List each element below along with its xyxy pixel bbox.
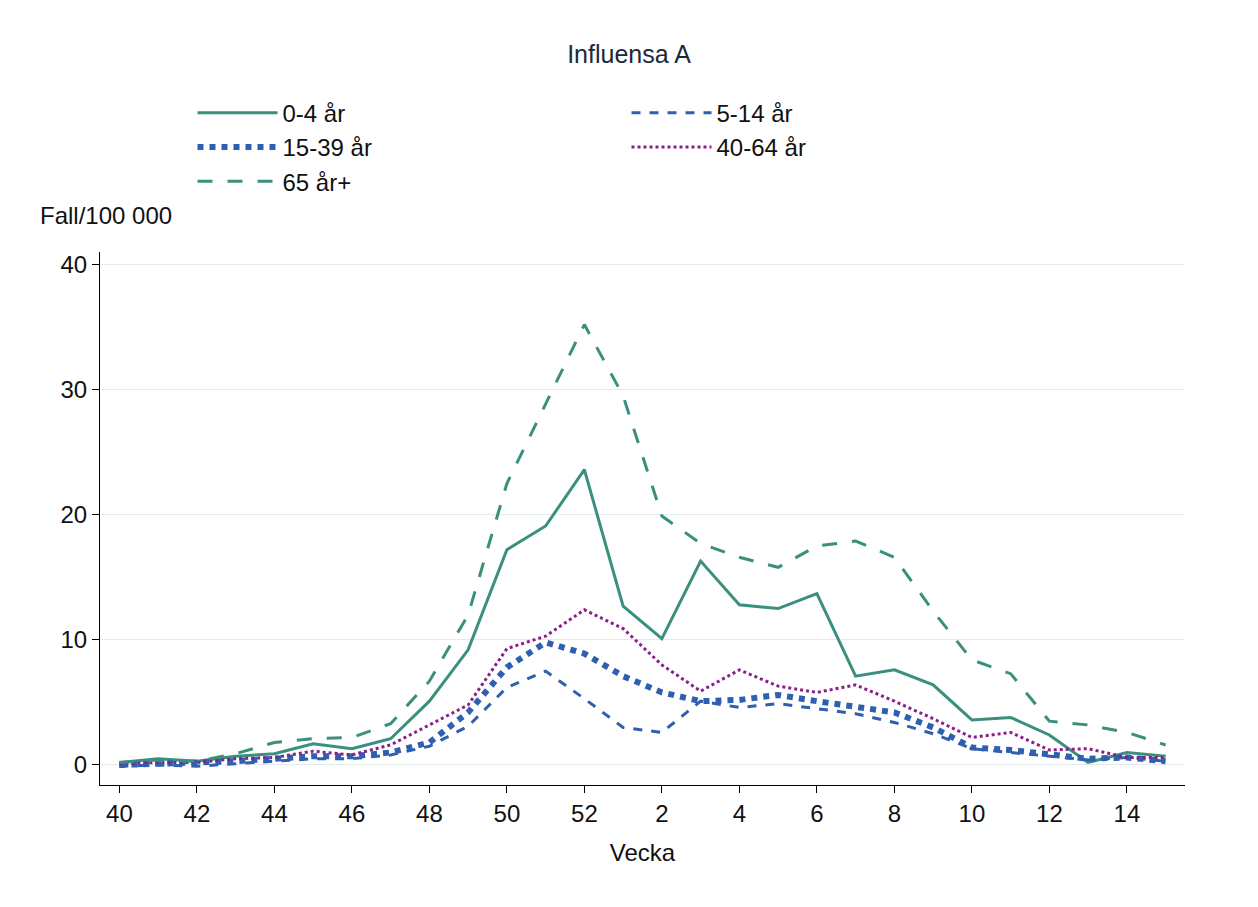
- svg-text:0: 0: [74, 751, 87, 778]
- svg-text:40: 40: [60, 251, 87, 278]
- svg-text:52: 52: [571, 800, 598, 827]
- svg-text:65 år+: 65 år+: [283, 169, 352, 196]
- svg-text:15-39 år: 15-39 år: [283, 134, 372, 161]
- svg-text:6: 6: [810, 800, 823, 827]
- svg-text:44: 44: [261, 800, 288, 827]
- svg-text:40: 40: [106, 800, 133, 827]
- svg-text:40-64 år: 40-64 år: [717, 134, 806, 161]
- svg-text:42: 42: [184, 800, 211, 827]
- svg-text:4: 4: [733, 800, 746, 827]
- svg-text:10: 10: [60, 626, 87, 653]
- svg-text:50: 50: [494, 800, 521, 827]
- svg-text:Influensa A: Influensa A: [567, 40, 691, 68]
- svg-text:5-14 år: 5-14 år: [717, 100, 793, 127]
- svg-text:0-4 år: 0-4 år: [283, 100, 346, 127]
- svg-text:20: 20: [60, 501, 87, 528]
- svg-text:30: 30: [60, 376, 87, 403]
- svg-text:12: 12: [1036, 800, 1063, 827]
- svg-text:8: 8: [888, 800, 901, 827]
- svg-text:14: 14: [1114, 800, 1141, 827]
- svg-text:2: 2: [655, 800, 668, 827]
- svg-text:Vecka: Vecka: [610, 839, 676, 866]
- svg-text:48: 48: [416, 800, 443, 827]
- svg-text:10: 10: [959, 800, 986, 827]
- svg-text:Fall/100 000: Fall/100 000: [40, 202, 172, 229]
- svg-text:46: 46: [339, 800, 366, 827]
